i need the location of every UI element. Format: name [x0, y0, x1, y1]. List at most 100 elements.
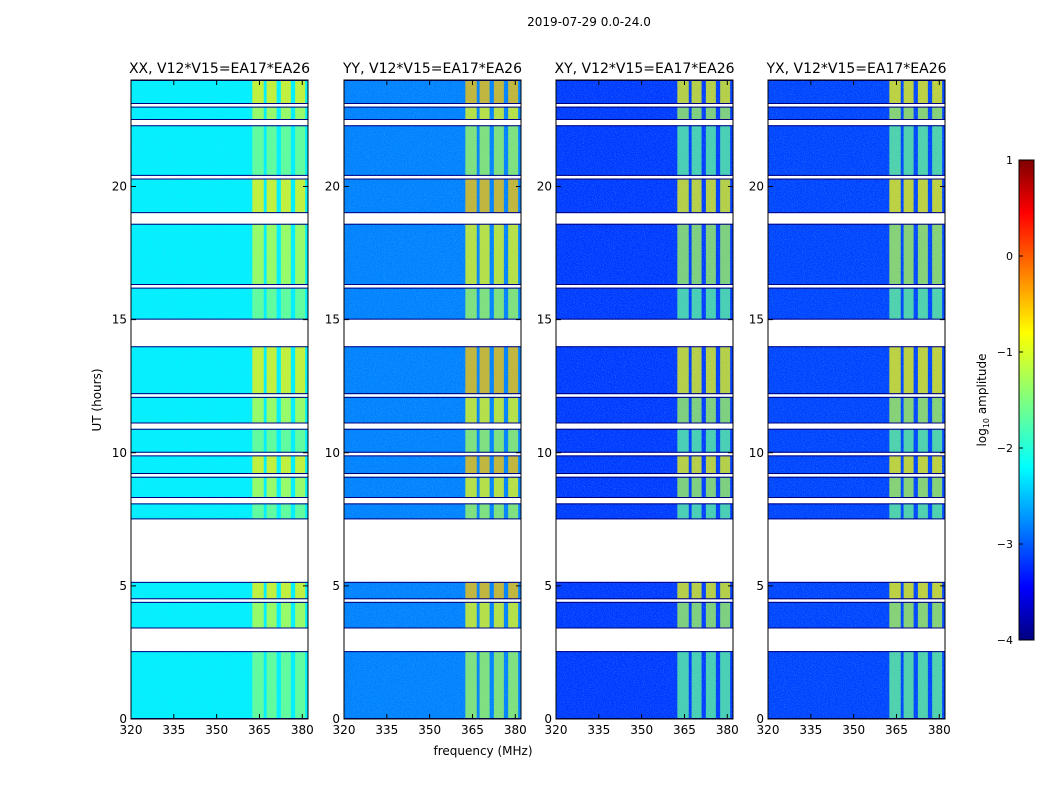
rfi-band	[720, 178, 731, 214]
rfi-band	[280, 287, 291, 320]
rfi-band	[705, 396, 716, 424]
rfi-band	[720, 651, 731, 719]
y-tick-label: 10	[112, 446, 127, 460]
x-tick-label: 320	[545, 723, 568, 737]
rfi-band	[252, 428, 264, 453]
y-tick-label: 20	[749, 180, 764, 194]
data-block-noise	[344, 223, 521, 286]
rfi-band	[493, 223, 504, 286]
rfi-band	[479, 476, 490, 499]
rfi-band	[903, 428, 914, 453]
data-block-noise	[556, 125, 733, 176]
rfi-band	[932, 106, 943, 120]
rfi-band	[252, 346, 264, 395]
rfi-band	[479, 601, 490, 629]
x-tick-label: 335	[799, 723, 822, 737]
rfi-band	[677, 581, 689, 600]
y-tick-label: 20	[325, 180, 340, 194]
rfi-band	[705, 503, 716, 520]
rfi-band	[266, 581, 277, 600]
panel-1: YY, V12*V15=EA17*EA26 320 335 350 365 380 0 5 10…	[325, 61, 527, 737]
rfi-band	[720, 476, 731, 499]
rfi-band	[932, 503, 943, 520]
rfi-band	[479, 346, 490, 395]
rfi-band	[479, 581, 490, 600]
rfi-band	[280, 106, 291, 120]
rfi-band	[903, 601, 914, 629]
rfi-band	[266, 346, 277, 395]
rfi-band	[280, 346, 291, 395]
rfi-band	[705, 346, 716, 395]
rfi-band	[266, 428, 277, 453]
rfi-band	[280, 581, 291, 600]
rfi-band	[266, 396, 277, 424]
rfi-band	[903, 178, 914, 214]
rfi-band	[479, 80, 490, 104]
x-tick-label: 365	[461, 723, 484, 737]
x-tick-label: 335	[375, 723, 398, 737]
colorbar-tick-label: 1	[1006, 154, 1013, 167]
data-block-noise	[556, 651, 733, 719]
rfi-band	[493, 80, 504, 104]
rfi-band	[508, 428, 519, 453]
y-tick-label: 0	[756, 712, 764, 726]
rfi-band	[266, 651, 277, 719]
rfi-band	[266, 287, 277, 320]
rfi-band	[280, 178, 291, 214]
rfi-band	[479, 223, 490, 286]
rfi-band	[720, 106, 731, 120]
rfi-band	[903, 346, 914, 395]
rfi-band	[889, 428, 901, 453]
rfi-band	[465, 178, 477, 214]
rfi-band	[932, 396, 943, 424]
rfi-band	[465, 396, 477, 424]
rfi-band	[465, 346, 477, 395]
rfi-band	[705, 651, 716, 719]
colorbar-ticks: 1 0 −1 −2 −3 −4	[997, 154, 1023, 647]
rfi-band	[508, 651, 519, 719]
rfi-band	[720, 80, 731, 104]
rfi-band	[295, 601, 306, 629]
data-block-noise	[131, 346, 308, 395]
rfi-band	[295, 125, 306, 176]
rfi-band	[252, 125, 264, 176]
rfi-band	[465, 503, 477, 520]
rfi-band	[705, 476, 716, 499]
colorbar-gradient	[1018, 159, 1035, 641]
y-tick-label: 15	[749, 313, 764, 327]
data-block-noise	[556, 396, 733, 424]
rfi-band	[705, 581, 716, 600]
rfi-band	[508, 503, 519, 520]
data-block-noise	[768, 287, 945, 320]
rfi-band	[493, 455, 504, 475]
rfi-band	[932, 178, 943, 214]
rfi-band	[917, 476, 928, 499]
rfi-band	[508, 223, 519, 286]
x-tick-label: 320	[120, 723, 143, 737]
panel-title: XX, V12*V15=EA17*EA26	[129, 61, 310, 77]
rfi-band	[295, 581, 306, 600]
x-tick-label: 380	[928, 723, 951, 737]
rfi-band	[932, 428, 943, 453]
rfi-band	[889, 396, 901, 424]
rfi-band	[508, 106, 519, 120]
rfi-band	[266, 125, 277, 176]
rfi-band	[280, 651, 291, 719]
rfi-band	[295, 106, 306, 120]
rfi-band	[677, 455, 689, 475]
rfi-band	[917, 346, 928, 395]
rfi-band	[917, 125, 928, 176]
rfi-band	[677, 503, 689, 520]
rfi-band	[691, 476, 702, 499]
rfi-band	[691, 178, 702, 214]
rfi-band	[508, 80, 519, 104]
x-tick-label: 335	[162, 723, 185, 737]
rfi-band	[252, 106, 264, 120]
rfi-band	[266, 601, 277, 629]
panel-frame	[555, 79, 734, 720]
rfi-band	[493, 346, 504, 395]
rfi-band	[691, 80, 702, 104]
x-tick-label: 380	[504, 723, 527, 737]
rfi-band	[720, 455, 731, 475]
rfi-band	[252, 601, 264, 629]
